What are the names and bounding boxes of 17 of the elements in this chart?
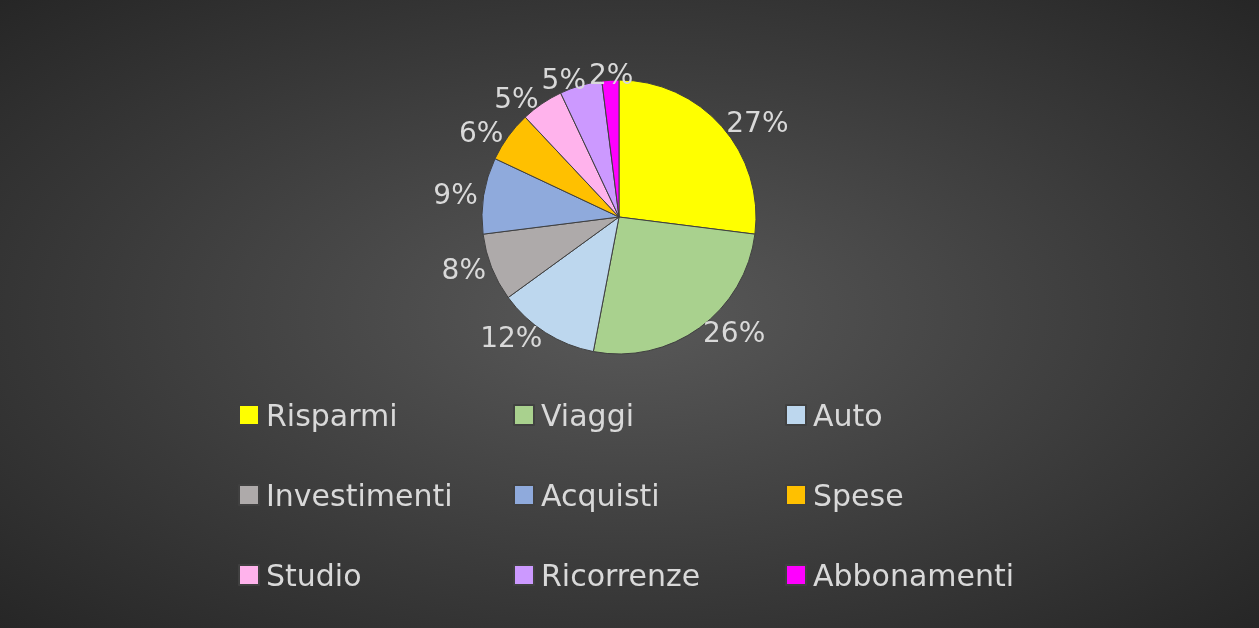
- legend-label: Spese: [813, 477, 904, 513]
- data-label: 5%: [494, 82, 539, 116]
- data-label: 12%: [480, 321, 543, 355]
- legend-label: Studio: [266, 557, 362, 593]
- legend-label: Ricorrenze: [541, 557, 701, 593]
- data-label: 9%: [433, 178, 478, 212]
- data-label: 26%: [703, 316, 766, 350]
- data-label: 6%: [458, 116, 504, 150]
- data-label: 27%: [726, 105, 789, 139]
- legend-label: Abbonamenti: [813, 557, 1015, 593]
- legend-label: Investimenti: [266, 477, 453, 513]
- legend-label: Viaggi: [541, 397, 635, 433]
- legend-label: Risparmi: [266, 397, 398, 433]
- data-label: 5%: [541, 63, 587, 97]
- data-label: 8%: [441, 253, 487, 287]
- legend-label: Auto: [813, 397, 883, 433]
- legend-label: Acquisti: [541, 477, 660, 513]
